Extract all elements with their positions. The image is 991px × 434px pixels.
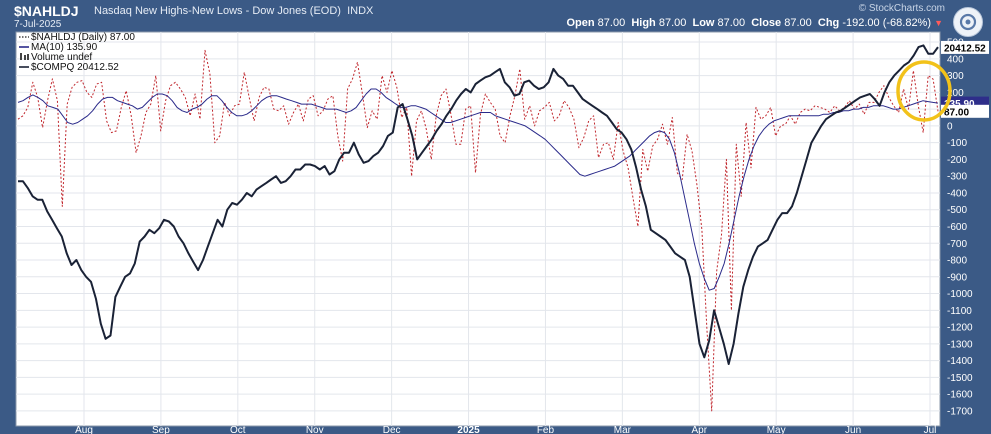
series-line-2 — [18, 44, 939, 365]
y-tick-label: -700 — [947, 239, 967, 250]
y-tick-label: 200 — [947, 88, 964, 99]
y-tick-label: -300 — [947, 172, 967, 183]
x-tick-label: Nov — [306, 425, 324, 434]
value-tag-label: 20412.52 — [944, 43, 986, 54]
x-tick-label: Jul — [924, 425, 937, 434]
chart-date: 7-Jul-2025 — [14, 19, 62, 30]
brand-watermark: © StockCharts.com — [858, 3, 945, 14]
x-tick-label: Feb — [537, 425, 555, 434]
series-line-1 — [17, 88, 939, 291]
x-tick-label: Jun — [845, 425, 861, 434]
series-line-0 — [17, 49, 939, 412]
legend-swatch — [20, 53, 22, 60]
y-tick-label: -100 — [947, 138, 967, 149]
value-tag-box — [941, 40, 989, 54]
y-tick-label: -1400 — [947, 356, 973, 367]
series-layer — [17, 44, 939, 412]
chart-description: Nasdaq New Highs-New Lows - Dow Jones (E… — [94, 5, 374, 17]
y-tick-label: -1300 — [947, 339, 973, 350]
x-tick-label: Apr — [691, 425, 707, 434]
y-tick-label: -1500 — [947, 373, 973, 384]
y-tick-label: -1600 — [947, 390, 973, 401]
highlight-circle-annotation — [896, 60, 952, 122]
legend-entry: $NAHLDJ (Daily) 87.00 — [31, 32, 135, 43]
value-tag-label: 87.00 — [944, 107, 969, 118]
x-tick-label: 2025 — [457, 425, 480, 434]
y-tick-label: -800 — [947, 256, 967, 267]
y-tick-label: -200 — [947, 155, 967, 166]
y-tick-label: 300 — [947, 71, 964, 82]
gear-icon[interactable] — [953, 7, 983, 37]
legend-entry: Volume undef — [31, 52, 92, 63]
value-tag-box — [941, 104, 989, 118]
x-tick-label: Sep — [152, 425, 170, 434]
y-tick-label: -500 — [947, 205, 967, 216]
x-axis: Aug Sep Oct Nov Dec 2025 Feb Mar Apr May Jun Jul — [75, 425, 936, 434]
y-tick-label: -1000 — [947, 289, 973, 300]
x-tick-label: Dec — [383, 425, 401, 434]
legend-entry: $COMPQ 20412.52 — [31, 62, 119, 73]
plot-background — [15, 31, 941, 427]
legend-swatch — [24, 55, 26, 60]
x-tick-label: May — [767, 425, 786, 434]
y-tick-label: -1200 — [947, 323, 973, 334]
x-tick-label: Aug — [75, 425, 93, 434]
legend-swatch — [27, 54, 29, 60]
down-arrow-icon: ▼ — [934, 18, 943, 28]
x-tick-label: Oct — [230, 425, 246, 434]
y-tick-label: 400 — [947, 54, 964, 65]
y-tick-label: -400 — [947, 188, 967, 199]
x-tick-label: Mar — [614, 425, 632, 434]
y-tick-label: -1700 — [947, 406, 973, 417]
chart-symbol[interactable]: $NAHLDJ — [14, 3, 79, 19]
grid — [16, 32, 940, 426]
chart-title-bar: $NAHLDJ Nasdaq New Highs-New Lows - Dow … — [0, 0, 991, 32]
y-tick-label: -600 — [947, 222, 967, 233]
value-tag-label: 135.90 — [944, 99, 975, 110]
y-axis: 5004003002001000-100-200-300-400-500-600… — [947, 38, 973, 418]
gear-icon-glyph — [959, 13, 977, 31]
legend-entry: MA(10) 135.90 — [31, 42, 98, 53]
y-tick-label: -900 — [947, 272, 967, 283]
y-tick-label: -1100 — [947, 306, 972, 317]
y-tick-label: 0 — [947, 121, 953, 132]
ohlc-readout: Open 87.00 High 87.00 Low 87.00 Close 87… — [566, 17, 943, 29]
